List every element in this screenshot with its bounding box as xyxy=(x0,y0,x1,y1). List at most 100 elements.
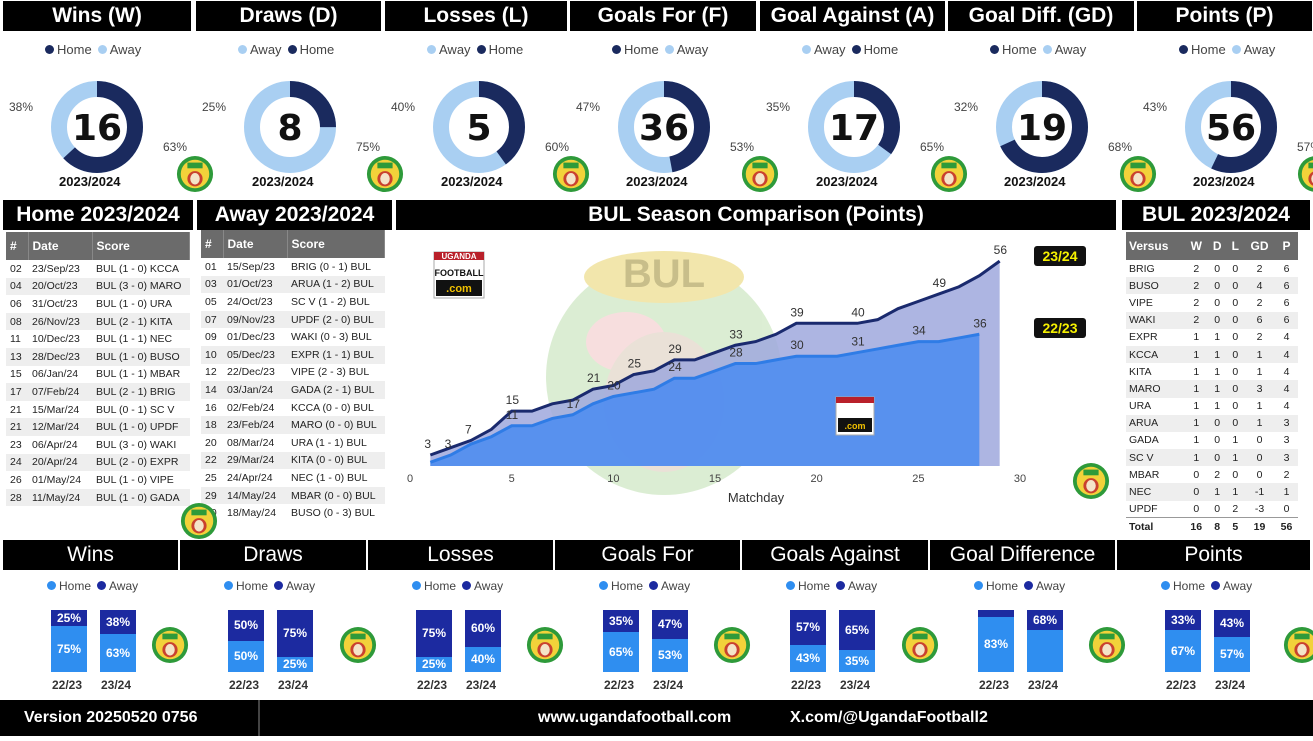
social-link[interactable]: X.com/@UgandaFootball2 xyxy=(790,709,988,726)
standings-cell: 0 xyxy=(1193,502,1200,515)
compare-legend: Home Away xyxy=(412,579,509,593)
standings-cell: 6 xyxy=(1275,277,1298,295)
standings-col-p[interactable]: P xyxy=(1275,232,1298,260)
standings-cell: 2 xyxy=(1256,262,1263,275)
legend-label: Home xyxy=(986,579,1019,593)
standings-cell: 2 xyxy=(1184,277,1208,295)
kpi-pct-left: 38% xyxy=(9,100,34,114)
stacked-bar: 43% 57% xyxy=(1214,610,1250,672)
match-score: BUL (3 - 0) WAKI xyxy=(96,438,177,451)
bul-club-badge xyxy=(151,626,189,664)
data-label: 40 xyxy=(851,305,865,319)
table-row: 20 08/Mar/24 URA (1 - 1) BUL xyxy=(201,434,385,452)
match-number: 16 xyxy=(205,401,217,414)
stacked-bar: 50% 50% xyxy=(228,610,264,672)
col-date[interactable]: Date xyxy=(28,232,93,260)
match-number: 15 xyxy=(10,368,22,381)
col-num[interactable]: # xyxy=(201,230,224,258)
kpi-donut: 36 xyxy=(618,81,710,173)
compare-legend: Home Away xyxy=(1161,579,1258,593)
bul-club-badge xyxy=(930,155,968,193)
standings-row: KCCA 1 1 0 1 4 xyxy=(1126,345,1298,364)
legend-label: Home xyxy=(611,579,644,593)
table-row: 25 24/Apr/24 NEC (1 - 0) BUL xyxy=(201,469,385,487)
bar-segment-top: 38% xyxy=(100,610,136,634)
legend-label: Away xyxy=(474,579,504,593)
stacked-bar: 47% 53% xyxy=(652,610,688,672)
kpi-donut: 5 xyxy=(433,81,525,173)
standings-cell: 0 xyxy=(1207,414,1227,432)
match-date: 06/Apr/24 xyxy=(32,438,78,451)
col-num[interactable]: # xyxy=(6,232,29,260)
standings-cell: 2 xyxy=(1256,296,1263,309)
donut-home-slice xyxy=(433,81,525,173)
opponent-name: KITA xyxy=(1129,365,1152,378)
bul-club-badge xyxy=(741,155,779,193)
website-link[interactable]: www.ugandafootball.com xyxy=(538,709,732,726)
standings-cell: 0 xyxy=(1226,311,1244,329)
table-row: 28 11/May/24 BUL (1 - 0) GADA xyxy=(6,488,190,507)
legend-dot-icon xyxy=(97,45,107,54)
match-score: BUL (1 - 1) NEC xyxy=(96,333,173,346)
bar-segment-bottom: 67% xyxy=(1165,630,1201,672)
standings-cell: 0 xyxy=(1256,468,1263,481)
kpi-season: 2023/2024 xyxy=(1193,174,1255,189)
col-score[interactable]: Score xyxy=(92,232,190,260)
x-tick-label: 20 xyxy=(811,473,823,485)
match-score: BUL (1 - 0) VIPE xyxy=(96,473,174,486)
stacked-bar: 38% 63% xyxy=(100,610,136,672)
kpi-pct-right: 68% xyxy=(1108,140,1133,154)
series-line xyxy=(429,259,1001,457)
table-row: 11 10/Dec/23 BUL (1 - 1) NEC xyxy=(6,330,190,348)
match-date: 08/Mar/24 xyxy=(227,436,275,449)
standings-cell: 0 xyxy=(1226,277,1244,295)
standings-col-w[interactable]: W xyxy=(1184,232,1208,260)
kpi-season: 2023/2024 xyxy=(441,174,503,189)
legend-label: Home xyxy=(1173,579,1206,593)
compare-legend: Home Away xyxy=(47,579,144,593)
bul-club-badge xyxy=(901,626,939,664)
standings-cell: 0 xyxy=(1232,331,1239,344)
standings-cell: 2 xyxy=(1283,468,1290,481)
kpi-pct-right: 75% xyxy=(356,140,381,154)
legend-dot-icon xyxy=(990,45,999,54)
standings-cell: 0 xyxy=(1214,262,1221,275)
kpi-legend: Home Away xyxy=(990,42,1092,57)
col-date[interactable]: Date xyxy=(223,230,288,258)
standings-col-gd[interactable]: GD xyxy=(1243,232,1276,260)
kpi-value: 36 xyxy=(639,108,689,149)
standings-cell: 0 xyxy=(1243,449,1276,467)
standings-cell: 1 xyxy=(1226,483,1244,501)
legend-dot-icon xyxy=(1211,581,1221,590)
match-number: 03 xyxy=(201,275,223,294)
standings-col-l[interactable]: L xyxy=(1226,232,1244,260)
series-end-badge xyxy=(1034,246,1086,266)
opponent-name: BRIG xyxy=(1129,262,1155,275)
standings-col-d[interactable]: D xyxy=(1207,232,1227,260)
bar-segment-bottom: 43% xyxy=(790,645,826,672)
standings-cell: 1 xyxy=(1184,449,1208,467)
match-number: 17 xyxy=(6,383,28,401)
data-label: 56 xyxy=(994,243,1008,257)
match-date: 02/Feb/24 xyxy=(227,401,275,414)
legend-label: Away xyxy=(109,42,142,57)
standings-col-versus[interactable]: Versus xyxy=(1126,232,1185,260)
donut-home-slice xyxy=(618,81,710,173)
kpi-legend: Home Away xyxy=(612,42,714,57)
col-score[interactable]: Score xyxy=(287,230,385,258)
bar-segment-bottom: 57% xyxy=(1214,637,1250,672)
standings-cell: 4 xyxy=(1283,400,1290,413)
data-label: 49 xyxy=(933,276,947,290)
match-number: 06 xyxy=(10,297,22,310)
svg-text:FOOTBALL: FOOTBALL xyxy=(435,268,484,278)
opponent-name: ARUA xyxy=(1126,414,1185,432)
match-number: 12 xyxy=(205,366,217,379)
legend-dot-icon xyxy=(836,581,846,590)
legend-dot-icon xyxy=(1042,45,1052,54)
standings-cell: 1 xyxy=(1214,400,1221,413)
match-number: 09 xyxy=(205,331,217,344)
bar-segment-bottom: 75% xyxy=(51,626,87,672)
standings-cell: 0 xyxy=(1283,502,1290,515)
match-score: BRIG (0 - 1) BUL xyxy=(291,260,371,273)
